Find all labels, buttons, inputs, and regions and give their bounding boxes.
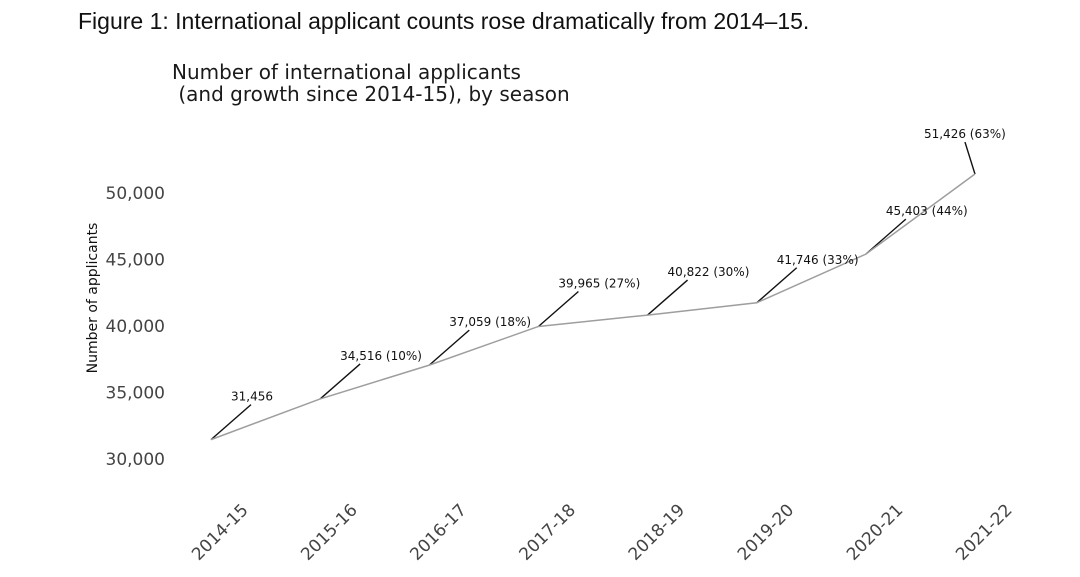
- leader-line: [647, 279, 689, 316]
- data-label: 37,059 (18%): [449, 315, 531, 329]
- data-label: 41,746 (33%): [777, 253, 859, 267]
- x-tick-label: 2014-15: [188, 500, 252, 564]
- y-tick-label: 50,000: [106, 184, 165, 204]
- leader-line: [964, 141, 976, 175]
- y-tick-label: 35,000: [106, 384, 165, 404]
- data-label: 51,426 (63%): [924, 127, 1006, 141]
- y-tick-label: 30,000: [106, 450, 165, 470]
- y-tick-label: 40,000: [106, 317, 165, 337]
- leader-line: [428, 329, 470, 366]
- y-tick-label: 45,000: [106, 251, 165, 271]
- y-axis-label: Number of applicants: [85, 223, 101, 374]
- x-tick-label: 2015-16: [297, 500, 361, 564]
- x-tick-label: 2018-19: [625, 500, 689, 564]
- x-tick-label: 2017-18: [516, 500, 580, 564]
- x-tick-label: 2016-17: [406, 500, 470, 564]
- x-tick-label: 2021-22: [952, 500, 1016, 564]
- figure-title: Figure 1: International applicant counts…: [78, 8, 810, 34]
- data-label: 40,822 (30%): [668, 265, 750, 279]
- leader-line: [319, 363, 361, 400]
- series-line: [210, 173, 976, 441]
- leader-line: [210, 404, 252, 441]
- data-label: 45,403 (44%): [886, 204, 968, 218]
- x-tick-label: 2020-21: [843, 500, 907, 564]
- leader-line: [756, 267, 798, 304]
- data-label: 39,965 (27%): [558, 276, 640, 290]
- x-tick-label: 2019-20: [734, 500, 798, 564]
- data-label: 34,516 (10%): [340, 349, 422, 363]
- data-label: 31,456: [231, 390, 273, 404]
- leader-line: [537, 290, 579, 327]
- leader-line: [865, 218, 907, 255]
- chart-title: Number of international applicants (and …: [172, 60, 570, 106]
